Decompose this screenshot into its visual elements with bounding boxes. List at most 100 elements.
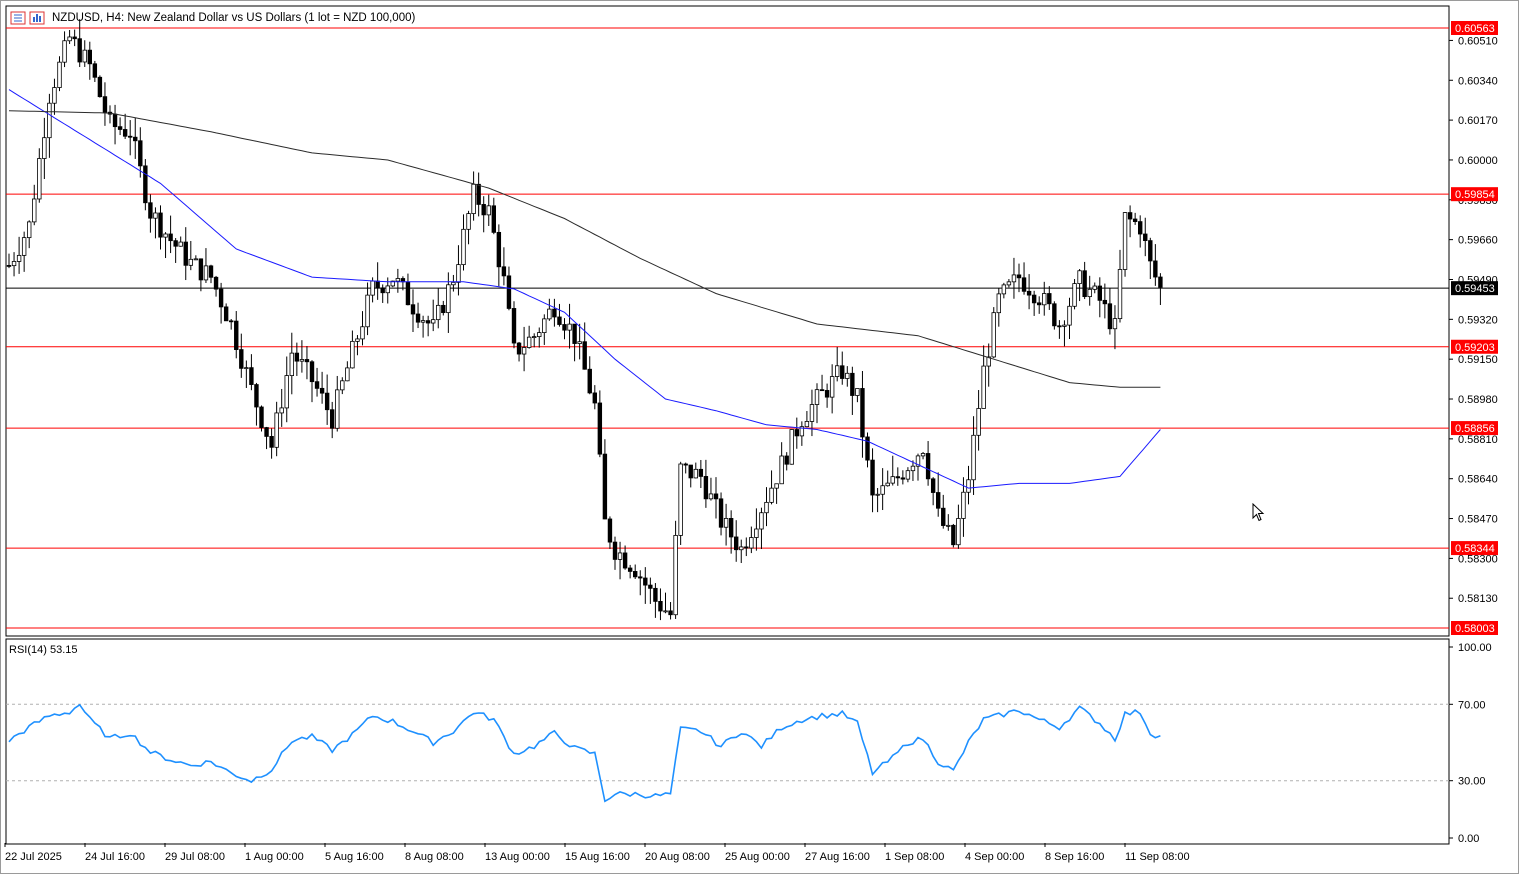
price-candle <box>133 117 138 159</box>
price-axis-label: 0.58640 <box>1458 474 1498 486</box>
price-candle <box>688 464 693 488</box>
price-candle <box>1102 283 1108 319</box>
price-candle <box>127 120 133 156</box>
price-candle <box>486 194 491 226</box>
price-candle <box>804 411 810 428</box>
price-candle <box>875 488 880 513</box>
price-candle <box>335 375 340 432</box>
level-price-tag <box>1451 339 1498 354</box>
price-candle <box>309 360 315 403</box>
price-candle <box>759 507 764 550</box>
price-axis-label: 0.60000 <box>1458 155 1498 167</box>
price-candle <box>355 335 360 356</box>
price-candle <box>117 117 123 136</box>
chart-window-icon[interactable] <box>29 11 45 25</box>
price-candle <box>1127 205 1133 238</box>
price-candle <box>956 504 961 549</box>
price-candle <box>946 514 951 531</box>
price-candle <box>284 356 289 423</box>
price-candle <box>577 323 582 360</box>
price-candle <box>516 341 522 362</box>
price-candle <box>976 390 981 451</box>
price-candle <box>915 453 921 481</box>
price-candle <box>673 520 678 619</box>
price-candle <box>643 567 648 604</box>
price-candle <box>1087 275 1092 306</box>
price-candle <box>1047 286 1052 310</box>
price-candle <box>1153 244 1158 286</box>
price-candle <box>1148 237 1153 280</box>
time-axis-label: 24 Jul 16:00 <box>85 851 145 863</box>
price-candle <box>794 417 799 449</box>
level-price-tag <box>1451 421 1498 436</box>
price-candle <box>340 377 345 395</box>
price-candle <box>441 300 446 316</box>
price-candle <box>865 432 870 468</box>
price-candle <box>52 78 57 115</box>
price-candle <box>259 405 264 432</box>
time-axis-label: 1 Sep 08:00 <box>885 851 944 863</box>
price-candle <box>410 289 416 332</box>
price-candle <box>1122 212 1128 277</box>
moving-average-fast-line <box>8 89 1161 489</box>
price-candle <box>82 40 87 67</box>
price-candle <box>254 382 259 426</box>
price-candle <box>57 56 62 92</box>
price-candle <box>824 383 830 408</box>
price-candle <box>87 41 92 80</box>
time-axis-label: 13 Aug 00:00 <box>485 851 550 863</box>
price-candle <box>562 318 567 340</box>
price-candle <box>835 346 840 382</box>
price-candle <box>592 385 597 410</box>
price-candle <box>920 451 926 460</box>
time-axis-label: 5 Aug 16:00 <box>325 851 384 863</box>
price-candle <box>799 421 805 446</box>
price-candle <box>754 508 759 551</box>
price-candle <box>814 383 820 424</box>
price-candle <box>638 570 643 596</box>
price-candle <box>885 470 890 487</box>
price-candle <box>870 448 875 513</box>
price-axis-label: 0.59660 <box>1458 235 1498 247</box>
price-candle <box>289 332 294 395</box>
price-candle <box>582 322 587 370</box>
price-candle <box>663 592 668 614</box>
price-candle <box>840 351 845 385</box>
price-candle <box>597 390 603 458</box>
price-candle <box>405 273 411 306</box>
price-candle <box>425 315 431 337</box>
price-candle <box>37 148 42 203</box>
price-candle <box>491 197 496 235</box>
price-candle <box>234 311 239 359</box>
price-candle <box>223 303 229 322</box>
price-candle <box>572 323 577 362</box>
price-candle <box>365 282 370 336</box>
price-candle <box>1001 282 1007 299</box>
price-candle <box>1026 274 1032 310</box>
price-candle <box>739 539 744 564</box>
price-candle <box>102 82 108 126</box>
chart-header: NZDUSD, H4: New Zealand Dollar vs US Dol… <box>10 10 415 26</box>
price-candle <box>138 127 143 178</box>
level-price-label: 0.59203 <box>1455 342 1495 354</box>
price-candle <box>319 371 325 404</box>
time-axis-label: 20 Aug 08:00 <box>645 851 710 863</box>
price-candle <box>910 460 916 481</box>
price-candle <box>966 465 971 505</box>
price-candle <box>92 60 98 82</box>
price-candle <box>1082 261 1087 300</box>
price-candle <box>466 210 471 245</box>
price-candle <box>42 117 47 179</box>
price-axis-label: 0.59320 <box>1458 314 1498 326</box>
price-candle <box>1011 257 1017 299</box>
rsi-line <box>8 703 1161 803</box>
level-price-label: 0.58856 <box>1455 423 1495 435</box>
price-candle <box>991 307 996 359</box>
level-price-tag <box>1451 21 1498 35</box>
price-candle <box>32 184 37 226</box>
rsi-axis-label: 100.00 <box>1458 642 1492 654</box>
chart-list-icon[interactable] <box>10 11 26 25</box>
price-candle <box>526 325 532 349</box>
time-axis-label: 15 Aug 16:00 <box>565 851 630 863</box>
